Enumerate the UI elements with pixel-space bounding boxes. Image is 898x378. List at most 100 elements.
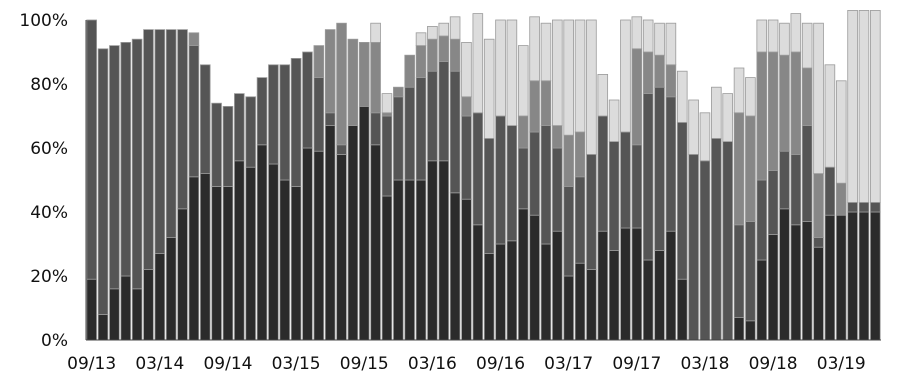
bar-segment [767,233,779,341]
bar-segment [449,70,461,194]
bar-segment [109,288,120,341]
bar-segment [290,185,302,341]
bar-segment [143,29,154,271]
bar-segment [131,38,143,290]
bar-segment [870,201,881,213]
bar-segment [177,29,188,210]
bar-segment [393,96,404,181]
bar-segment [620,131,631,229]
bar-segment [336,144,347,155]
bar-segment [642,19,654,53]
bar-segment [847,9,858,203]
bar-segment [801,22,813,69]
bar-segment [495,19,506,117]
bar-segment [847,201,858,213]
bar-segment [472,112,484,226]
x-tick-label: 09/18 [749,354,798,374]
bar-segment [813,173,824,239]
bar-segment [824,166,836,216]
bar-segment [529,16,540,82]
bar-segment [279,179,291,341]
bar-segment [745,320,756,341]
bar-segment [586,19,597,155]
y-tick-label: 80% [30,75,68,95]
bar-segment [563,134,574,187]
bar-segment [415,77,427,181]
bar-segment [472,13,484,114]
bar-segment [199,64,211,175]
bar-segment [665,230,677,341]
bar-segment [779,22,790,56]
bar-segment [461,198,472,341]
bar-segment [552,147,563,232]
bar-segment [347,125,359,341]
x-tick-label: 03/18 [680,354,729,374]
bar-segment [631,144,643,229]
bar-segment [642,51,654,94]
bar-segment [847,211,858,341]
bar-segment [517,45,529,117]
bar-segment [427,25,438,40]
bar-segment [597,74,609,117]
x-tick-label: 09/16 [476,354,525,374]
x-tick-label: 09/17 [612,354,661,374]
bar-segment [779,150,790,210]
bar-segment [813,246,824,341]
bar-segment [835,182,847,216]
bar-segment [483,137,495,254]
bar-segment [540,125,552,245]
bar-segment [586,153,597,270]
bar-segment [222,185,234,341]
bar-segment [722,93,733,142]
bar-segment [438,35,450,63]
bar-segment [86,19,97,280]
x-tick-label: 03/15 [272,354,321,374]
bar-segment [256,144,268,341]
bar-segment [381,195,393,341]
bar-segment [404,54,415,88]
bar-segment [654,86,665,251]
bar-segment [824,214,836,341]
bar-segment [529,131,540,216]
bar-segment [381,115,393,197]
bar-segment [620,19,631,133]
bar-segment [654,54,665,88]
bar-segment [97,313,109,341]
bar-segment [234,160,245,341]
bar-segment [790,224,802,341]
bar-segment [165,29,177,239]
bar-segment [835,214,847,341]
bar-segment [438,22,450,37]
bar-segment [336,153,347,341]
bar-segment [279,64,291,181]
y-tick-label: 0% [41,331,68,351]
bar-segment [438,160,450,341]
bar-segment [563,19,574,136]
bar-segment [313,150,325,341]
bar-segment [665,64,677,98]
bar-segment [529,80,540,133]
bar-segment [733,112,745,226]
bar-segment [313,45,325,78]
bar-segment [631,227,643,341]
bar-segment [540,80,552,127]
bar-segment [324,112,336,127]
bar-segment [188,32,200,46]
bars-group [86,9,881,341]
bar-segment [733,317,745,341]
bar-segment [188,176,200,341]
bar-segment [711,86,722,139]
y-tick-label: 20% [30,267,68,287]
bar-segment [483,253,495,341]
bar-segment [858,201,870,213]
bar-segment [131,288,143,341]
bar-segment [688,99,699,155]
bar-segment [563,185,574,277]
bar-segment [813,237,824,248]
bar-segment [801,221,813,341]
bar-segment [608,141,620,251]
bar-segment [835,80,847,184]
bar-segment [120,42,132,277]
bar-segment [642,259,654,341]
bar-segment [745,115,756,222]
